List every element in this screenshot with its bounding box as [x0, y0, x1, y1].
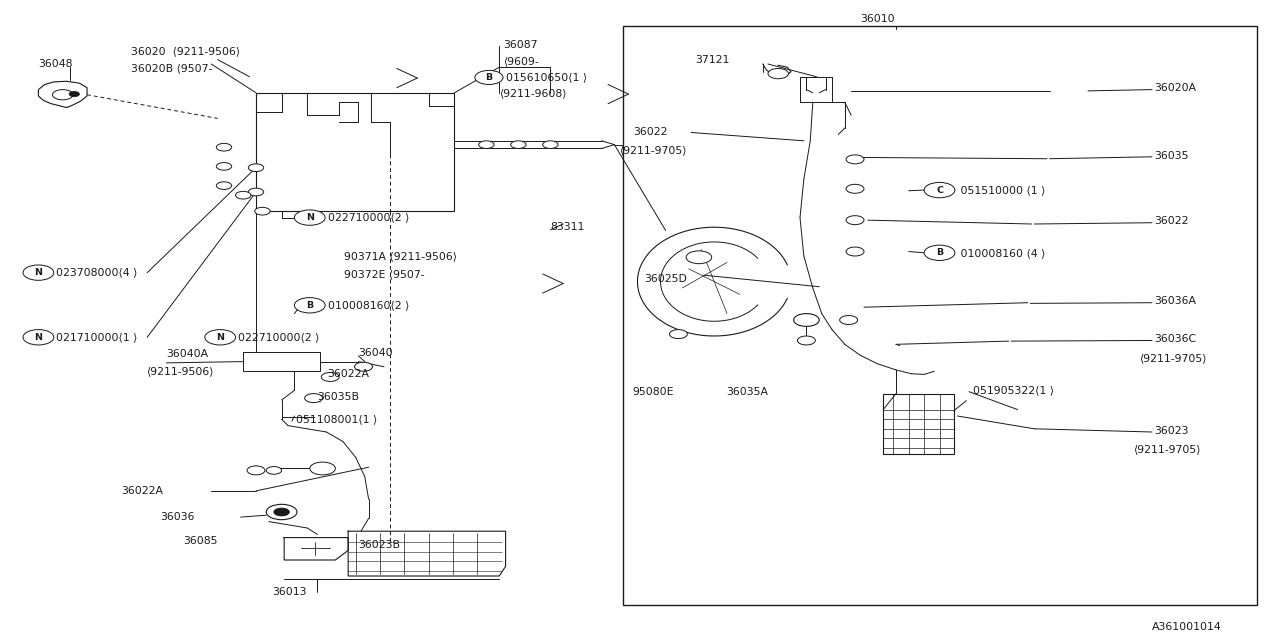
Text: B: B — [936, 248, 943, 257]
Text: 023708000⟨4 ⟩: 023708000⟨4 ⟩ — [56, 268, 138, 278]
Text: ⟨9211-9705⟩: ⟨9211-9705⟩ — [1133, 444, 1201, 454]
Circle shape — [924, 245, 955, 260]
Circle shape — [846, 216, 864, 225]
Text: 36035: 36035 — [1155, 150, 1189, 161]
Text: 36022A: 36022A — [122, 486, 164, 496]
Circle shape — [543, 141, 558, 148]
Circle shape — [924, 182, 955, 198]
Text: 90371A ⟨9211-9506⟩: 90371A ⟨9211-9506⟩ — [344, 251, 457, 261]
Text: 36035B: 36035B — [317, 392, 360, 402]
Text: 36013: 36013 — [273, 587, 307, 597]
Circle shape — [305, 394, 323, 403]
Text: 36036: 36036 — [160, 512, 195, 522]
Text: N: N — [35, 268, 42, 277]
Text: 37121: 37121 — [695, 55, 730, 65]
Circle shape — [294, 210, 325, 225]
Text: 36023B: 36023B — [358, 540, 401, 550]
Text: 36040A: 36040A — [166, 349, 209, 359]
Circle shape — [274, 508, 289, 516]
Text: 36020A: 36020A — [1155, 83, 1197, 93]
Circle shape — [310, 462, 335, 475]
Circle shape — [686, 251, 712, 264]
Text: 95080E: 95080E — [632, 387, 673, 397]
Circle shape — [669, 330, 687, 339]
Text: C: C — [936, 186, 943, 195]
Text: 36023: 36023 — [1155, 426, 1189, 436]
Text: 36022: 36022 — [634, 127, 668, 138]
Circle shape — [69, 92, 79, 97]
Circle shape — [216, 143, 232, 151]
Text: ⟨9211-9705⟩: ⟨9211-9705⟩ — [620, 145, 687, 155]
Text: 36020  ⟨9211-9506⟩: 36020 ⟨9211-9506⟩ — [131, 46, 239, 56]
Text: 022710000⟨2 ⟩: 022710000⟨2 ⟩ — [238, 332, 320, 342]
Circle shape — [840, 316, 858, 324]
Circle shape — [321, 372, 339, 381]
Text: N: N — [306, 213, 314, 222]
Circle shape — [248, 188, 264, 196]
Circle shape — [23, 330, 54, 345]
Text: 36087: 36087 — [503, 40, 538, 50]
Circle shape — [52, 90, 73, 100]
Circle shape — [216, 182, 232, 189]
Text: ⟨9211-9705⟩: ⟨9211-9705⟩ — [1139, 353, 1207, 363]
Circle shape — [247, 466, 265, 475]
Text: 36040: 36040 — [358, 348, 393, 358]
Circle shape — [294, 298, 325, 313]
Text: 36048: 36048 — [38, 59, 73, 69]
Text: 010008160⟨2 ⟩: 010008160⟨2 ⟩ — [328, 300, 410, 310]
Text: 36036C: 36036C — [1155, 334, 1197, 344]
Bar — [883, 394, 954, 454]
Bar — [243, 352, 320, 371]
Circle shape — [846, 184, 864, 193]
Circle shape — [479, 141, 494, 148]
Text: 051510000 ⟨1 ⟩: 051510000 ⟨1 ⟩ — [957, 185, 1046, 195]
Text: ⟨9211-9608⟩: ⟨9211-9608⟩ — [499, 88, 567, 99]
Circle shape — [846, 155, 864, 164]
Circle shape — [236, 191, 251, 199]
Text: N: N — [35, 333, 42, 342]
Text: B: B — [306, 301, 314, 310]
Text: 36010: 36010 — [860, 14, 895, 24]
Text: 36035A: 36035A — [726, 387, 768, 397]
Circle shape — [355, 362, 372, 371]
Text: 90372E ⟨9507-: 90372E ⟨9507- — [344, 269, 425, 279]
Circle shape — [205, 330, 236, 345]
Text: 36022: 36022 — [1155, 216, 1189, 227]
Text: 36025D: 36025D — [644, 274, 686, 284]
Circle shape — [23, 265, 54, 280]
Circle shape — [255, 207, 270, 215]
Text: 051108001⟨1 ⟩: 051108001⟨1 ⟩ — [296, 414, 376, 424]
Circle shape — [266, 504, 297, 520]
Circle shape — [768, 68, 788, 79]
Circle shape — [216, 163, 232, 170]
Text: N: N — [216, 333, 224, 342]
Text: 83311: 83311 — [550, 222, 585, 232]
Circle shape — [846, 247, 864, 256]
Circle shape — [797, 336, 815, 345]
Text: A361001014: A361001014 — [1152, 622, 1221, 632]
Circle shape — [475, 70, 503, 84]
Bar — [623, 26, 1257, 605]
Text: ⟨9211-9506⟩: ⟨9211-9506⟩ — [146, 366, 214, 376]
Text: ⟨9609-: ⟨9609- — [503, 56, 539, 66]
Circle shape — [794, 314, 819, 326]
Text: 022710000⟨2 ⟩: 022710000⟨2 ⟩ — [328, 212, 410, 223]
Circle shape — [511, 141, 526, 148]
Text: 36036A: 36036A — [1155, 296, 1197, 307]
Circle shape — [266, 467, 282, 474]
Text: B: B — [485, 73, 493, 82]
Text: 010008160 ⟨4 ⟩: 010008160 ⟨4 ⟩ — [957, 248, 1046, 258]
Text: 015610650⟨1 ⟩: 015610650⟨1 ⟩ — [506, 72, 586, 83]
Bar — [256, 93, 454, 211]
Text: 36085: 36085 — [183, 536, 218, 547]
Circle shape — [248, 164, 264, 172]
Text: 36022A: 36022A — [328, 369, 370, 380]
Text: 051905322⟨1 ⟩: 051905322⟨1 ⟩ — [973, 385, 1053, 396]
Text: 36020B ⟨9507-: 36020B ⟨9507- — [131, 63, 212, 74]
Text: 021710000⟨1 ⟩: 021710000⟨1 ⟩ — [56, 332, 138, 342]
